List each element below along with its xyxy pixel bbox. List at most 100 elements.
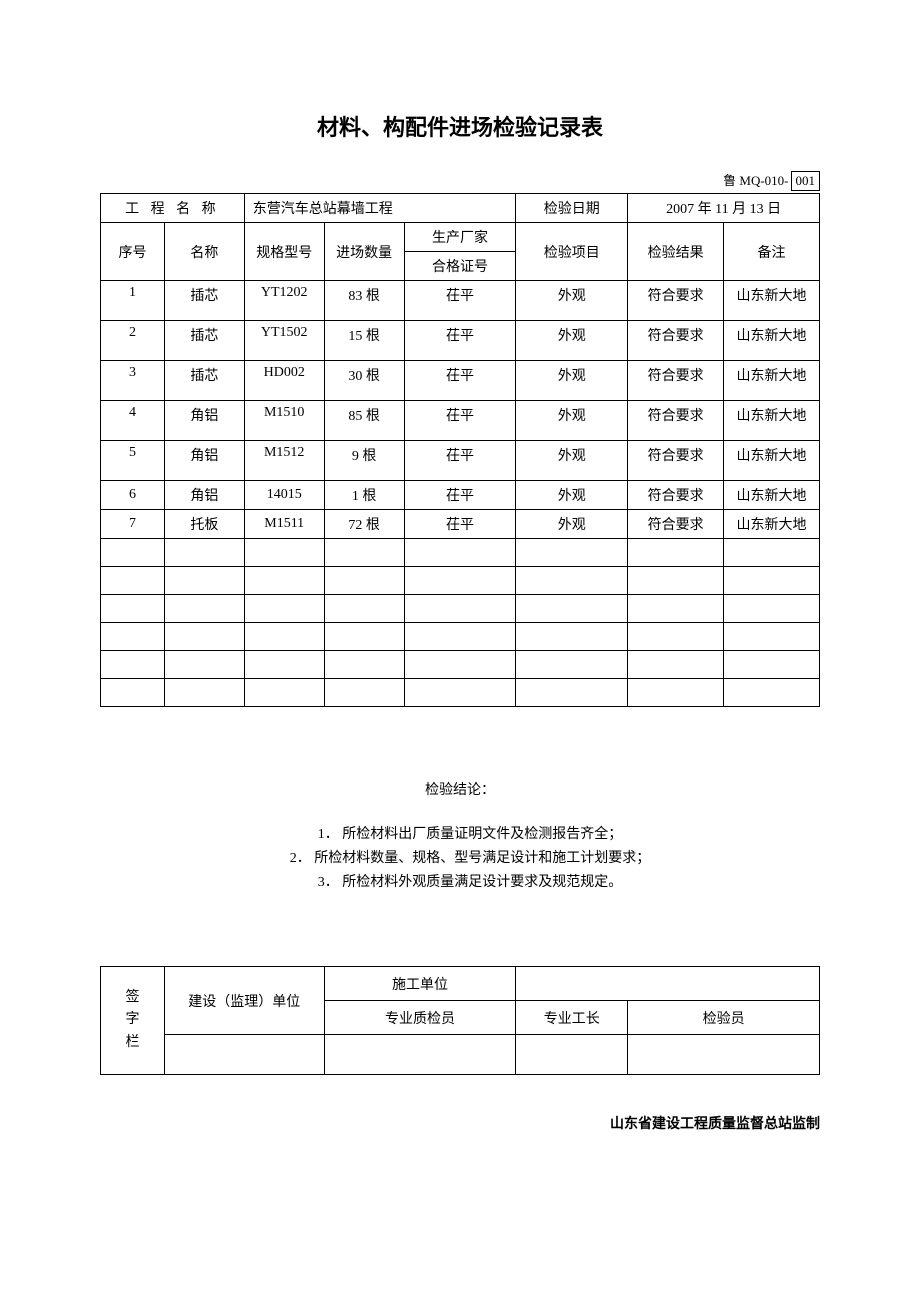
cell-empty xyxy=(244,595,324,623)
cell-empty xyxy=(324,679,404,707)
cell-empty xyxy=(628,595,724,623)
check-date-label: 检验日期 xyxy=(516,194,628,223)
cell-result: 符合要求 xyxy=(628,441,724,481)
cell-empty xyxy=(164,567,244,595)
cell-empty xyxy=(164,539,244,567)
col-cert-no: 合格证号 xyxy=(404,252,516,281)
cell-spec: YT1502 xyxy=(244,321,324,361)
col-name: 名称 xyxy=(164,223,244,281)
cell-empty xyxy=(244,651,324,679)
cell-qty: 72 根 xyxy=(324,510,404,539)
col-remark: 备注 xyxy=(724,223,820,281)
table-row: 5角铝M15129 根茌平外观符合要求山东新大地 xyxy=(101,441,820,481)
cell-remark: 山东新大地 xyxy=(724,281,820,321)
col-check-result: 检验结果 xyxy=(628,223,724,281)
cell-empty xyxy=(404,539,516,567)
cell-remark: 山东新大地 xyxy=(724,321,820,361)
cell-spec: M1511 xyxy=(244,510,324,539)
cell-qty: 9 根 xyxy=(324,441,404,481)
cell-name: 插芯 xyxy=(164,281,244,321)
cell-empty xyxy=(244,679,324,707)
table-row-empty xyxy=(101,679,820,707)
cell-item: 外观 xyxy=(516,321,628,361)
cell-result: 符合要求 xyxy=(628,321,724,361)
cell-seq: 7 xyxy=(101,510,165,539)
cell-spec: M1512 xyxy=(244,441,324,481)
cell-empty xyxy=(101,567,165,595)
inspector-label: 检验员 xyxy=(628,1001,820,1035)
cell-empty xyxy=(244,623,324,651)
cell-seq: 4 xyxy=(101,401,165,441)
cell-empty xyxy=(516,539,628,567)
table-row: 1插芯YT120283 根茌平外观符合要求山东新大地 xyxy=(101,281,820,321)
cell-empty xyxy=(324,567,404,595)
inspection-table: 工 程 名 称 东营汽车总站幕墙工程 检验日期 2007 年 11 月 13 日… xyxy=(100,193,820,1075)
cell-mfr: 茌平 xyxy=(404,401,516,441)
project-row: 工 程 名 称 东营汽车总站幕墙工程 检验日期 2007 年 11 月 13 日 xyxy=(101,194,820,223)
cell-name: 插芯 xyxy=(164,361,244,401)
col-qty: 进场数量 xyxy=(324,223,404,281)
cell-empty xyxy=(324,595,404,623)
cell-remark: 山东新大地 xyxy=(724,441,820,481)
construction-unit-label: 施工单位 xyxy=(324,967,516,1001)
cell-item: 外观 xyxy=(516,481,628,510)
cell-empty xyxy=(628,539,724,567)
cell-result: 符合要求 xyxy=(628,401,724,441)
cell-result: 符合要求 xyxy=(628,510,724,539)
conclusion-row: 检验结论： 1． 所检材料出厂质量证明文件及检测报告齐全；2． 所检材料数量、规… xyxy=(101,707,820,967)
cell-empty xyxy=(101,651,165,679)
project-value: 东营汽车总站幕墙工程 xyxy=(244,194,516,223)
cell-remark: 山东新大地 xyxy=(724,510,820,539)
project-label: 工 程 名 称 xyxy=(101,194,245,223)
document-title: 材料、构配件进场检验记录表 xyxy=(100,110,820,142)
cell-empty xyxy=(724,595,820,623)
cell-seq: 5 xyxy=(101,441,165,481)
cell-empty xyxy=(516,623,628,651)
cell-empty xyxy=(324,623,404,651)
cell-empty xyxy=(164,595,244,623)
cell-seq: 2 xyxy=(101,321,165,361)
foreman-label: 专业工长 xyxy=(516,1001,628,1035)
cell-qty: 15 根 xyxy=(324,321,404,361)
cell-name: 角铝 xyxy=(164,481,244,510)
cell-item: 外观 xyxy=(516,281,628,321)
col-spec: 规格型号 xyxy=(244,223,324,281)
signature-column-label: 签字栏 xyxy=(101,967,165,1075)
cell-spec: HD002 xyxy=(244,361,324,401)
cell-empty xyxy=(628,679,724,707)
col-manufacturer: 生产厂家 xyxy=(404,223,516,252)
cell-spec: M1510 xyxy=(244,401,324,441)
cell-empty xyxy=(101,539,165,567)
cell-item: 外观 xyxy=(516,361,628,401)
cell-seq: 6 xyxy=(101,481,165,510)
table-row-empty xyxy=(101,567,820,595)
cell-empty xyxy=(628,651,724,679)
cell-remark: 山东新大地 xyxy=(724,481,820,510)
table-row-empty xyxy=(101,595,820,623)
cell-empty xyxy=(404,623,516,651)
header-row-1: 序号 名称 规格型号 进场数量 生产厂家 检验项目 检验结果 备注 xyxy=(101,223,820,252)
doc-code-number: 001 xyxy=(791,171,821,191)
cell-empty xyxy=(724,623,820,651)
table-row-empty xyxy=(101,623,820,651)
signature-row-1: 签字栏 建设（监理）单位 施工单位 xyxy=(101,967,820,1001)
cell-name: 角铝 xyxy=(164,401,244,441)
cell-mfr: 茌平 xyxy=(404,441,516,481)
cell-spec: 14015 xyxy=(244,481,324,510)
qc-label: 专业质检员 xyxy=(324,1001,516,1035)
table-row: 4角铝M151085 根茌平外观符合要求山东新大地 xyxy=(101,401,820,441)
supervision-unit-label: 建设（监理）单位 xyxy=(164,967,324,1035)
conclusion-list: 1． 所检材料出厂质量证明文件及检测报告齐全；2． 所检材料数量、规格、型号满足… xyxy=(103,823,818,891)
cell-qty: 30 根 xyxy=(324,361,404,401)
signature-row-3 xyxy=(101,1035,820,1075)
cell-empty xyxy=(244,567,324,595)
doc-code-prefix: 鲁 MQ-010- xyxy=(723,173,788,188)
cell-empty xyxy=(724,567,820,595)
table-row-empty xyxy=(101,539,820,567)
table-row: 7托板M151172 根茌平外观符合要求山东新大地 xyxy=(101,510,820,539)
cell-empty xyxy=(101,623,165,651)
inspector-sign xyxy=(628,1035,820,1075)
cell-item: 外观 xyxy=(516,510,628,539)
document-code: 鲁 MQ-010-001 xyxy=(100,170,820,191)
cell-mfr: 茌平 xyxy=(404,321,516,361)
